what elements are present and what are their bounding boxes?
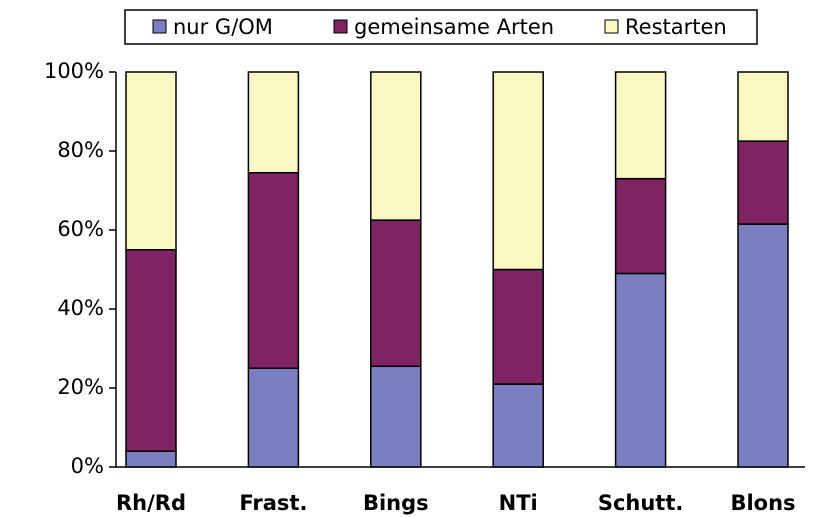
legend-swatch xyxy=(333,19,348,34)
legend-box xyxy=(124,9,758,45)
bar-segment xyxy=(370,219,422,368)
x-tick-label: Rh/Rd xyxy=(116,491,186,515)
bar-segment xyxy=(370,365,422,468)
bar-segment xyxy=(614,272,667,468)
bar-segment xyxy=(737,71,789,142)
y-tick-label: 80% xyxy=(57,138,104,162)
bar-segment xyxy=(247,367,300,468)
bar-segment xyxy=(737,223,789,468)
bar-segment xyxy=(125,71,177,251)
legend-label: nur G/OM xyxy=(173,15,273,39)
legend-swatch xyxy=(604,19,619,34)
x-tick-label: Schutt. xyxy=(598,491,684,515)
bar-segment xyxy=(125,450,177,468)
y-tick-label: 100% xyxy=(44,59,104,83)
bar-segment xyxy=(492,268,544,385)
bar-segment xyxy=(247,71,300,174)
legend-swatch xyxy=(152,19,167,34)
bar-segment xyxy=(737,140,789,225)
x-tick-label: Frast. xyxy=(239,491,307,515)
x-tick-label: Blons xyxy=(730,491,795,515)
x-tick-label: NTi xyxy=(499,491,538,515)
bar-segment xyxy=(492,383,544,468)
bar-segment xyxy=(370,71,422,221)
x-tick-label: Bings xyxy=(363,491,429,515)
legend-label: gemeinsame Arten xyxy=(354,15,554,39)
bar-segment xyxy=(492,71,544,271)
bar-segment xyxy=(247,171,300,369)
y-tick-label: 0% xyxy=(71,454,104,478)
bar-segment xyxy=(614,177,667,275)
y-tick-label: 60% xyxy=(57,217,104,241)
y-tick-label: 20% xyxy=(57,375,104,399)
bar-segment xyxy=(614,71,667,180)
y-tick-label: 40% xyxy=(57,296,104,320)
bar-segment xyxy=(125,249,177,452)
legend-label: Restarten xyxy=(625,15,727,39)
